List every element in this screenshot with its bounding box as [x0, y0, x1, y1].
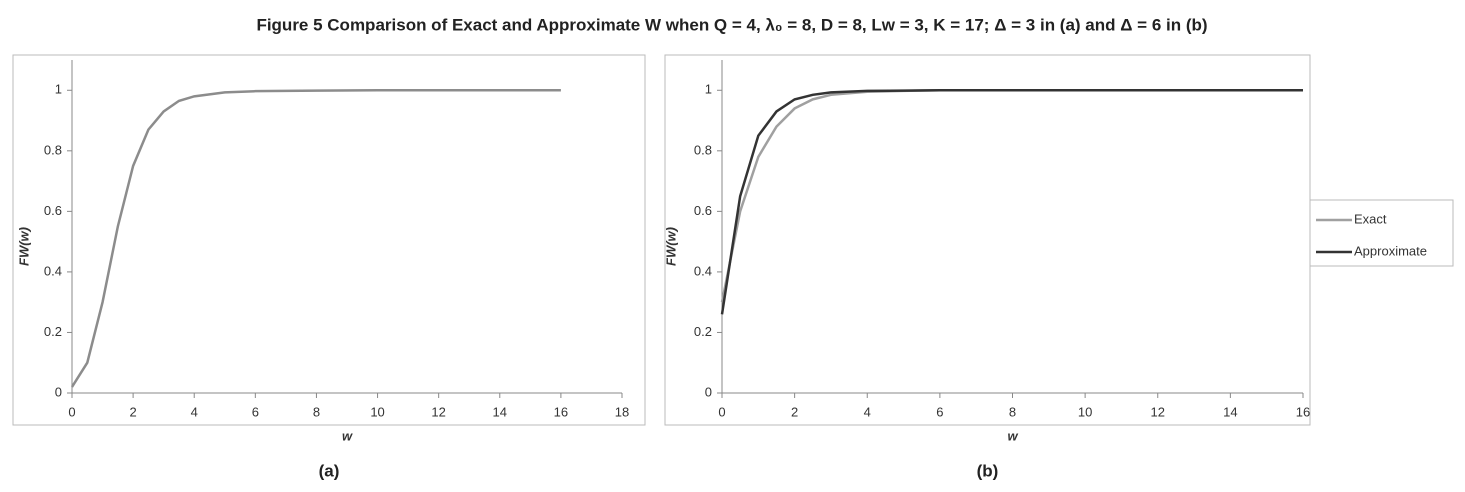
x-tick-label: 4: [191, 404, 198, 419]
plot-frame: [12, 54, 646, 426]
x-tick-label: 12: [431, 404, 445, 419]
panel-caption: (a): [319, 461, 340, 480]
data-line: [720, 89, 1303, 315]
x-axis-label: w: [342, 428, 353, 443]
x-tick-label: 2: [791, 404, 798, 419]
y-tick-label: 0: [705, 384, 712, 399]
legend-box: [1309, 199, 1454, 267]
data-line: [70, 89, 561, 388]
y-axis-label: FW(w): [16, 227, 31, 266]
y-tick-label: 0: [55, 384, 62, 399]
legend-label: Approximate: [1354, 243, 1427, 258]
x-tick-label: 18: [615, 404, 629, 419]
x-tick-label: 6: [936, 404, 943, 419]
y-axis-label: FW(w): [663, 227, 678, 266]
y-tick-label: 0.8: [44, 142, 62, 157]
legend-label: Exact: [1354, 211, 1387, 226]
y-tick-label: 0.2: [694, 324, 712, 339]
y-tick-label: 0.2: [44, 324, 62, 339]
x-tick-label: 12: [1151, 404, 1165, 419]
y-tick-label: 0.4: [44, 263, 62, 278]
y-tick-label: 0.8: [694, 142, 712, 157]
y-tick-label: 0.6: [694, 203, 712, 218]
x-tick-label: 4: [864, 404, 871, 419]
x-tick-label: 16: [1296, 404, 1310, 419]
y-tick-label: 0.6: [44, 203, 62, 218]
y-tick-label: 1: [55, 82, 62, 97]
panel-caption: (b): [977, 461, 999, 480]
x-tick-label: 14: [493, 404, 507, 419]
x-tick-label: 10: [370, 404, 384, 419]
x-tick-label: 6: [252, 404, 259, 419]
plot-frame: [664, 54, 1311, 426]
x-tick-label: 14: [1223, 404, 1237, 419]
y-tick-label: 1: [705, 82, 712, 97]
x-tick-label: 16: [554, 404, 568, 419]
x-tick-label: 10: [1078, 404, 1092, 419]
x-axis-label: w: [1007, 428, 1018, 443]
x-tick-label: 2: [129, 404, 136, 419]
x-tick-label: 8: [1009, 404, 1016, 419]
x-tick-label: 0: [718, 404, 725, 419]
x-tick-label: 8: [313, 404, 320, 419]
data-line: [720, 89, 1303, 303]
y-tick-label: 0.4: [694, 263, 712, 278]
figure-title: Figure 5 Comparison of Exact and Approxi…: [256, 15, 1207, 34]
x-tick-label: 0: [68, 404, 75, 419]
